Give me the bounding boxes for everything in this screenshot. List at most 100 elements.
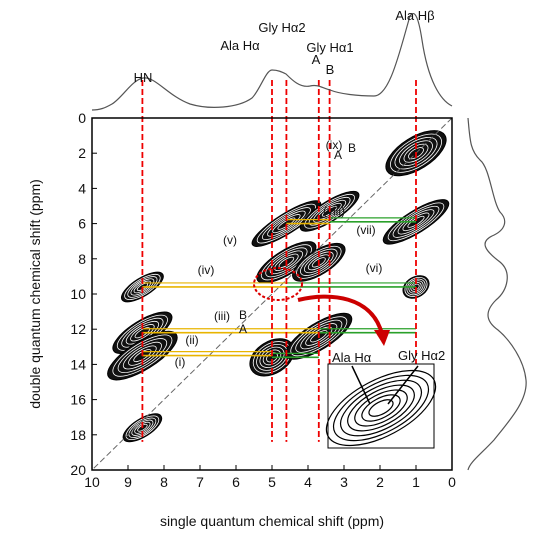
x-tick-label: 9: [124, 474, 132, 490]
contour-level: [125, 415, 160, 441]
contour-level: [256, 343, 288, 371]
inset-contour-level: [347, 384, 415, 432]
x-tick-label: 3: [340, 474, 348, 490]
inset-label-gly: Gly Hα2: [398, 348, 445, 363]
contour-level: [407, 215, 425, 228]
contour-level: [112, 334, 173, 377]
inset-label-ala: Ala Hα: [332, 350, 372, 365]
contour-level: [404, 276, 428, 297]
contour-level: [410, 282, 422, 292]
pair-label: B: [239, 308, 247, 322]
contour-level: [128, 417, 157, 438]
contour-level: [277, 217, 296, 230]
contour-level: [133, 280, 152, 294]
contour-level: [406, 278, 426, 296]
contour-level: [399, 140, 433, 167]
x-axis-label: single quantum chemical shift (ppm): [160, 513, 384, 529]
y-tick-label: 4: [78, 180, 86, 196]
pair-label: (vii): [356, 223, 375, 237]
contour-level: [408, 147, 424, 160]
contour-level: [300, 248, 338, 276]
contour-level: [122, 341, 162, 370]
x-tick-label: 4: [304, 474, 312, 490]
y-tick-label: 10: [70, 286, 86, 302]
peak-label: A: [312, 52, 321, 67]
contour-level: [390, 133, 442, 173]
contour-level: [133, 349, 152, 363]
diagonal-dashed-line: [91, 117, 453, 471]
zoom-arrow: [297, 294, 384, 335]
diagonal-line: [91, 117, 453, 471]
pair-label: (vi): [366, 261, 383, 275]
contour-level: [117, 338, 168, 374]
contour-level: [311, 257, 326, 268]
y-tick-label: 12: [70, 321, 86, 337]
pair-label: (i): [175, 355, 186, 369]
x-tick-label: 1: [412, 474, 420, 490]
contour-level: [136, 282, 149, 292]
inset-contour-level: [354, 389, 408, 427]
right-projection-spectrum: [467, 117, 527, 471]
y-tick-label: 8: [78, 251, 86, 267]
zoom-region: [253, 267, 303, 301]
contour-level: [260, 244, 312, 281]
contour-level: [303, 251, 334, 274]
inset-contour: [325, 369, 437, 447]
contour-level: [313, 199, 347, 223]
y-tick-label: 20: [70, 462, 86, 478]
contour-level: [267, 210, 306, 237]
contour-level: [394, 137, 438, 170]
top-projection-spectrum: [91, 12, 453, 111]
x-tick-label: 5: [268, 474, 276, 490]
peak-label: Ala Hα: [220, 38, 260, 53]
x-ticks: 10 9 8 7 6 5 4 3 2 1 0: [84, 465, 456, 490]
peak-label: Gly Hα1: [306, 40, 353, 55]
peak-label: HN: [134, 70, 153, 85]
contour-level: [412, 283, 420, 291]
pair-labels: (i)(ii)(iii)AB(iv)(v)(vi)(vii)(viii)(ix)…: [175, 138, 383, 369]
x-tick-label: 7: [196, 474, 204, 490]
y-tick-label: 0: [78, 110, 86, 126]
y-tick-label: 2: [78, 145, 86, 161]
y-tick-label: 14: [70, 356, 86, 372]
contour-level: [272, 214, 301, 234]
peak-label: B: [326, 62, 335, 77]
pair-label: (iii): [214, 309, 230, 323]
contour-level: [392, 205, 440, 238]
contour-level: [124, 273, 161, 300]
peak-label: Ala Hβ: [395, 8, 434, 23]
x-tick-label: 6: [232, 474, 240, 490]
contour-level: [269, 250, 304, 275]
contour-level: [278, 256, 295, 268]
contour-level: [274, 253, 299, 271]
inset-contour-level: [340, 379, 422, 437]
y-ticks: 0 2 4 6 8 10 12 14 16 18 20: [70, 110, 97, 478]
inset-contour-level: [368, 399, 394, 417]
contour-peak: [402, 275, 430, 299]
y-axis-label: double quantum chemical shift (ppm): [27, 179, 43, 409]
y-tick-label: 18: [70, 427, 86, 443]
pair-label: A: [239, 322, 247, 336]
pair-label: (viii): [323, 204, 345, 218]
contour-level: [261, 207, 311, 240]
zoom-arrow-head-icon: [374, 330, 390, 346]
contour-level: [266, 352, 278, 363]
inset-contour-level: [361, 394, 401, 422]
pair-label: (ii): [185, 333, 198, 347]
contour-level: [259, 346, 285, 368]
contour-level: [137, 423, 148, 432]
y-tick-label: 6: [78, 216, 86, 232]
contour-level: [256, 203, 316, 244]
contour-level: [304, 193, 355, 229]
x-tick-label: 2: [376, 474, 384, 490]
pair-label: B: [348, 141, 356, 155]
pair-label: (ix): [326, 138, 343, 152]
pair-label: A: [334, 148, 342, 162]
pair-label: (iv): [198, 263, 215, 277]
contour-level: [321, 205, 338, 217]
contour-level: [130, 278, 155, 296]
contour-level: [130, 324, 155, 342]
y-tick-label: 16: [70, 392, 86, 408]
